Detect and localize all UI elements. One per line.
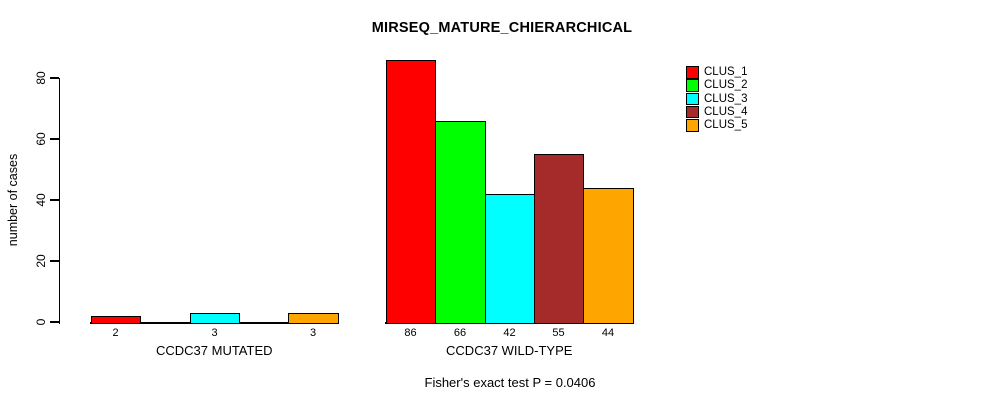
y-axis-tick (50, 199, 59, 201)
bar-value-label: 44 (601, 327, 615, 339)
bar-value-label: 42 (503, 327, 516, 339)
bar-value-label: 66 (453, 327, 467, 339)
bar-value-label: 2 (112, 327, 119, 339)
y-axis-tick-label: 20 (34, 254, 48, 268)
bar-value-label: 86 (404, 327, 417, 339)
y-axis-tick (50, 321, 59, 323)
y-axis-tick (50, 138, 59, 140)
legend-label: CLUS_4 (704, 105, 748, 118)
bar-ccdc37-wild-type-clus-4 (534, 154, 584, 324)
legend-item-clus-2: CLUS_2 (686, 79, 747, 92)
y-axis-title: number of cases (6, 153, 20, 247)
bar-ccdc37-wild-type-clus-1 (386, 60, 436, 324)
legend-label: CLUS_3 (704, 92, 748, 105)
y-axis-line (58, 78, 60, 324)
bar-value-label: 55 (552, 327, 565, 339)
legend-item-clus-3: CLUS_3 (686, 92, 748, 106)
y-axis-tick (50, 77, 59, 79)
legend-swatch-icon (686, 79, 699, 92)
chart-title: MIRSEQ_MATURE_CHIERARCHICAL (371, 20, 633, 36)
legend-swatch-icon (686, 105, 699, 119)
legend-label: CLUS_1 (704, 66, 748, 78)
legend-item-clus-4: CLUS_4 (686, 105, 748, 119)
legend-swatch-icon (686, 92, 699, 106)
legend-swatch-icon (686, 119, 699, 132)
bar-ccdc37-mutated-clus-5 (288, 313, 339, 324)
bar-value-label: 3 (309, 327, 317, 339)
legend-swatch-icon (686, 66, 699, 79)
legend-item-clus-5: CLUS_5 (686, 119, 747, 132)
axis-group-label-ccdc37-mutated: CCDC37 MUTATED (155, 343, 273, 358)
axis-group-label-ccdc37-wild-type: CCDC37 WILD-TYPE (446, 343, 573, 358)
legend-label: CLUS_5 (704, 119, 748, 132)
legend-label: CLUS_2 (704, 79, 748, 92)
bar-ccdc37-wild-type-clus-3 (485, 194, 535, 324)
bar-ccdc37-mutated-clus-1 (91, 316, 141, 324)
chart-legend: CLUS_1 CLUS_2 CLUS_3 CLUS_4 CLUS_5 (686, 66, 747, 132)
y-axis-tick (50, 260, 59, 262)
chart-subtitle: Fisher's exact test P = 0.0406 (424, 375, 596, 390)
y-axis-tick-label: 0 (34, 318, 48, 326)
bar-ccdc37-wild-type-clus-5 (583, 188, 634, 324)
bar-value-label: 3 (211, 327, 218, 339)
legend-item-clus-1: CLUS_1 (686, 66, 747, 79)
y-axis-tick-label: 60 (34, 132, 48, 146)
bar-ccdc37-mutated-clus-3 (190, 313, 240, 324)
y-axis-tick-label: 40 (34, 193, 48, 207)
bar-ccdc37-wild-type-clus-2 (435, 121, 486, 324)
y-axis-tick-label: 80 (34, 71, 48, 85)
